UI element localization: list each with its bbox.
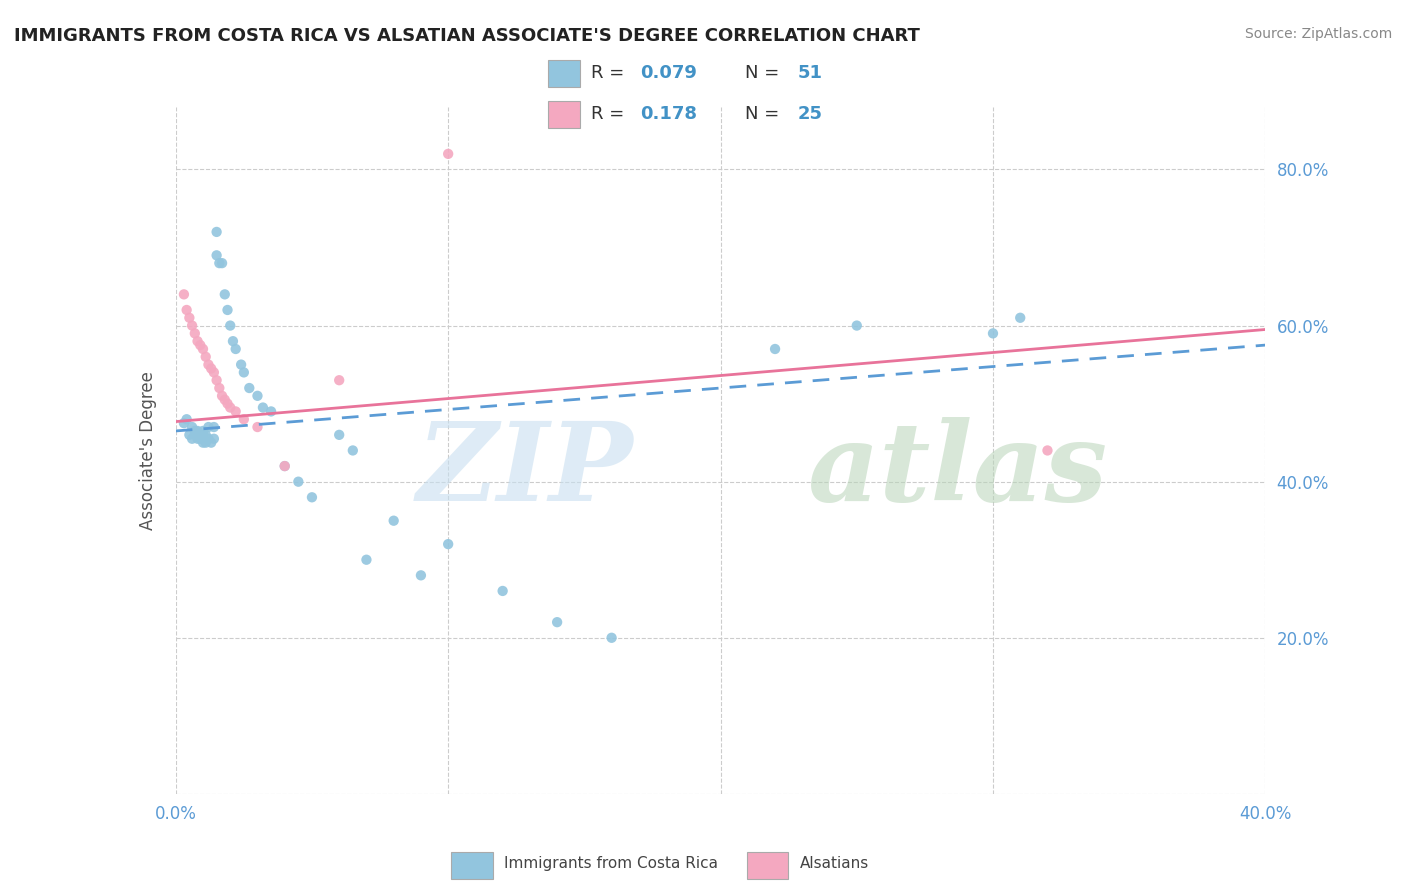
Point xyxy=(200,361,222,376)
Text: N =: N = xyxy=(745,63,785,82)
Point xyxy=(232,412,254,426)
Point xyxy=(194,435,217,450)
Point xyxy=(763,342,786,356)
Point xyxy=(186,432,209,446)
Point xyxy=(184,424,207,438)
Point xyxy=(181,420,204,434)
Point xyxy=(197,358,219,372)
Point xyxy=(845,318,868,333)
Point xyxy=(260,404,283,418)
Point xyxy=(225,404,247,418)
Point xyxy=(492,583,515,598)
Point xyxy=(238,381,260,395)
Point xyxy=(246,420,269,434)
Point xyxy=(328,373,350,387)
Text: Alsatians: Alsatians xyxy=(800,855,869,871)
Point xyxy=(191,435,214,450)
Text: R =: R = xyxy=(591,104,630,123)
Point xyxy=(191,342,214,356)
Text: R =: R = xyxy=(591,63,630,82)
Point xyxy=(194,350,217,364)
Point xyxy=(173,287,195,301)
Point xyxy=(1036,443,1059,458)
Point xyxy=(208,256,231,270)
Point xyxy=(191,427,214,442)
Point xyxy=(181,318,204,333)
Point xyxy=(274,458,297,473)
FancyBboxPatch shape xyxy=(548,101,581,128)
Point xyxy=(246,389,269,403)
Y-axis label: Associate's Degree: Associate's Degree xyxy=(139,371,157,530)
Point xyxy=(184,326,207,341)
FancyBboxPatch shape xyxy=(747,852,787,879)
Point xyxy=(197,432,219,446)
Point xyxy=(301,490,323,504)
Text: Source: ZipAtlas.com: Source: ZipAtlas.com xyxy=(1244,27,1392,41)
FancyBboxPatch shape xyxy=(548,60,581,87)
Text: 51: 51 xyxy=(799,63,823,82)
Point xyxy=(186,334,209,348)
Point xyxy=(186,424,209,438)
Point xyxy=(211,389,233,403)
Text: IMMIGRANTS FROM COSTA RICA VS ALSATIAN ASSOCIATE'S DEGREE CORRELATION CHART: IMMIGRANTS FROM COSTA RICA VS ALSATIAN A… xyxy=(14,27,920,45)
Point xyxy=(176,412,198,426)
Point xyxy=(188,432,211,446)
Point xyxy=(981,326,1004,341)
Text: Immigrants from Costa Rica: Immigrants from Costa Rica xyxy=(505,855,718,871)
Point xyxy=(546,615,568,630)
Text: 0.178: 0.178 xyxy=(640,104,697,123)
Point xyxy=(211,256,233,270)
Point xyxy=(188,338,211,352)
Point xyxy=(181,432,204,446)
Point xyxy=(225,342,247,356)
Text: ZIP: ZIP xyxy=(416,417,633,524)
Point xyxy=(202,420,225,434)
Point xyxy=(208,381,231,395)
Point xyxy=(202,366,225,380)
Point xyxy=(200,435,222,450)
Point xyxy=(173,416,195,430)
Point xyxy=(409,568,432,582)
Point xyxy=(214,392,236,407)
Point xyxy=(205,373,228,387)
Point xyxy=(232,366,254,380)
Point xyxy=(231,358,253,372)
Point xyxy=(219,318,242,333)
Point xyxy=(179,427,201,442)
Text: 0.079: 0.079 xyxy=(640,63,696,82)
FancyBboxPatch shape xyxy=(451,852,492,879)
Point xyxy=(184,427,207,442)
Point xyxy=(217,302,239,317)
Point xyxy=(328,427,350,442)
Point xyxy=(600,631,623,645)
Point xyxy=(176,302,198,317)
Point xyxy=(205,225,228,239)
Point xyxy=(219,401,242,415)
Point xyxy=(217,396,239,410)
Point xyxy=(222,334,245,348)
Point xyxy=(191,424,214,438)
Point xyxy=(342,443,364,458)
Text: N =: N = xyxy=(745,104,785,123)
Point xyxy=(205,248,228,262)
Point xyxy=(356,552,378,567)
Point xyxy=(437,146,460,161)
Point xyxy=(382,514,405,528)
Point xyxy=(437,537,460,551)
Point xyxy=(197,420,219,434)
Text: 25: 25 xyxy=(799,104,823,123)
Point xyxy=(194,427,217,442)
Point xyxy=(287,475,309,489)
Point xyxy=(214,287,236,301)
Point xyxy=(179,310,201,325)
Point xyxy=(202,432,225,446)
Point xyxy=(274,458,297,473)
Point xyxy=(1010,310,1032,325)
Text: atlas: atlas xyxy=(807,417,1108,524)
Point xyxy=(252,401,274,415)
